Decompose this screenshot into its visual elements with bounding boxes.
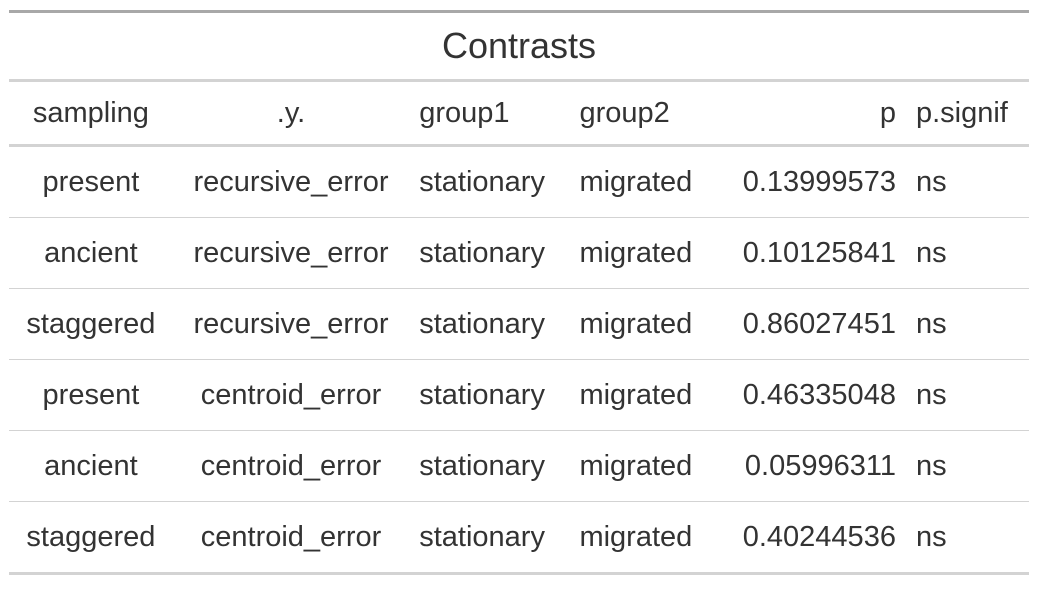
column-header-y: .y. [172,80,410,147]
cell-y: centroid_error [172,430,410,502]
cell-p-signif: ns [905,430,1029,502]
contrasts-table-container: Contrasts sampling .y. group1 group2 p p… [9,10,1029,575]
cell-group1: stationary [409,430,570,502]
cell-sampling: ancient [9,430,173,502]
cell-group1: stationary [409,288,570,360]
cell-sampling: staggered [9,288,173,360]
cell-p: 0.46335048 [715,359,906,431]
cell-group1: stationary [409,501,570,574]
table-header-row: sampling .y. group1 group2 p p.signif [9,80,1029,147]
cell-y: centroid_error [172,501,410,574]
cell-p: 0.13999573 [742,165,896,198]
cell-p-signif: ns [905,501,1029,574]
cell-sampling: ancient [9,217,173,289]
cell-p-signif: ns [905,288,1029,360]
cell-y: centroid_error [172,359,410,431]
cell-sampling: present [9,359,173,431]
cell-p-signif: ns [905,359,1029,431]
cell-p: 0.86027451 [715,288,906,360]
cell-group2: migrated [569,288,716,360]
cell-group1: stationary [409,359,570,431]
table-row: staggered recursive_error stationary mig… [9,288,1029,360]
cell-y: recursive_error [172,288,410,360]
table-title-row: Contrasts [9,11,1029,82]
cell-p-signif: ns [915,165,947,198]
contrasts-table: Contrasts sampling .y. group1 group2 p p… [9,10,1029,575]
cell-group1: stationary [419,165,545,198]
column-header-p-signif: p.signif [905,80,1029,147]
cell-group2: migrated [579,165,693,198]
cell-p: 0.05996311 [715,430,906,502]
cell-sampling: present [42,165,140,198]
cell-y: recursive_error [172,217,410,289]
column-header-p: p [715,80,906,147]
cell-group2: migrated [569,359,716,431]
table-title: Contrasts [9,11,1029,82]
column-header-group2: group2 [569,80,716,147]
cell-p: 0.40244536 [715,501,906,574]
cell-group2: migrated [569,501,716,574]
cell-group2: migrated [569,217,716,289]
table-row: present centroid_error stationary migrat… [9,359,1029,431]
cell-sampling: staggered [9,501,173,574]
table-row: ancient centroid_error stationary migrat… [9,430,1029,502]
column-header-sampling: sampling [9,80,173,147]
table-row: ancient recursive_error stationary migra… [9,217,1029,289]
column-header-group1: group1 [409,80,570,147]
cell-group2: migrated [569,430,716,502]
cell-group1: stationary [409,217,570,289]
cell-y: recursive_error [193,165,389,198]
table-row: present recursive_error stationary migra… [9,146,1029,218]
table-row: staggered centroid_error stationary migr… [9,501,1029,574]
cell-p: 0.10125841 [715,217,906,289]
cell-p-signif: ns [905,217,1029,289]
